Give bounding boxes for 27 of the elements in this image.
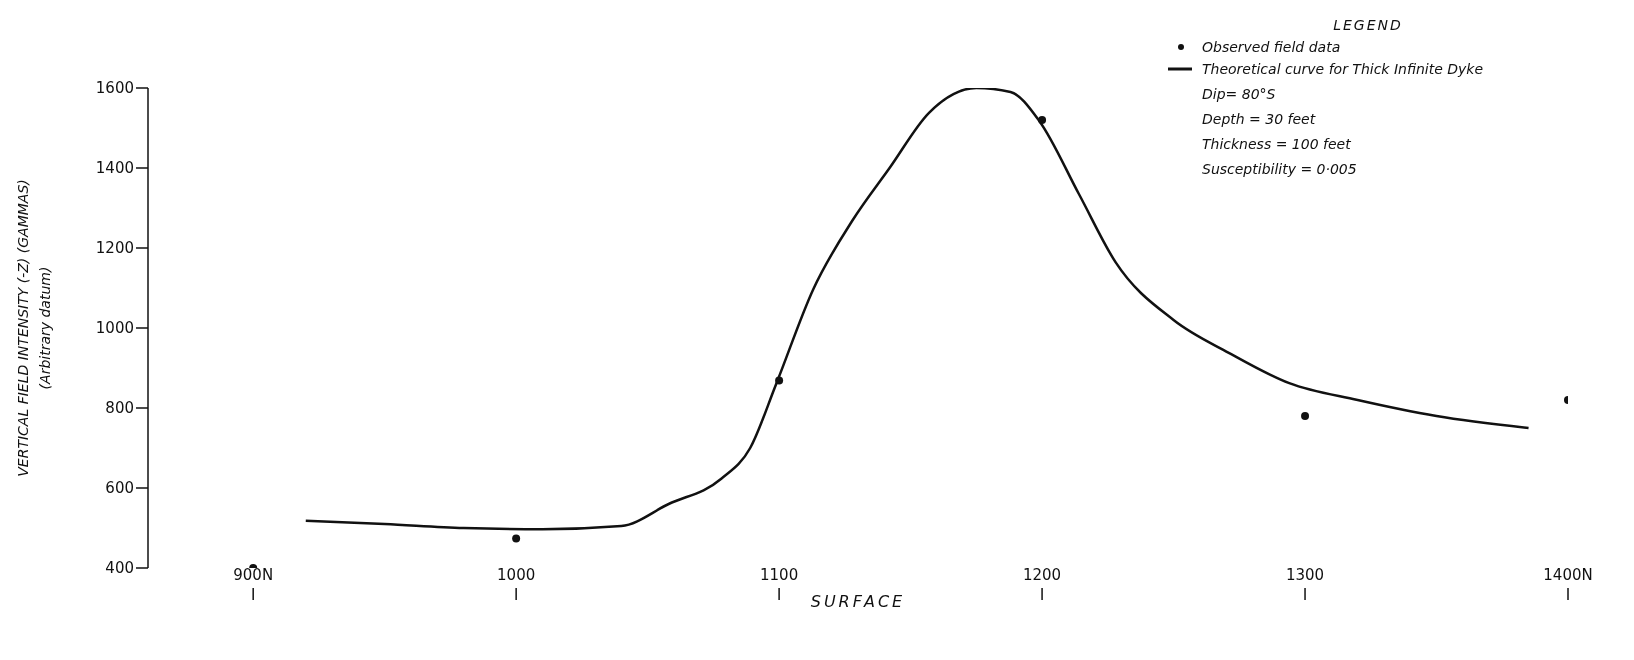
legend-label: Observed field data — [1202, 38, 1341, 57]
y-tick-label: 800 — [105, 399, 134, 418]
annotation: Thickness = 100 feet — [1202, 135, 1352, 154]
y-axis-title: VERTICAL FIELD INTENSITY (-Z) (GAMMAS) (Arbitrary datum) — [15, 179, 53, 477]
y-tick-label: 1200 — [95, 239, 134, 258]
point — [1038, 116, 1047, 124]
point — [775, 376, 784, 385]
x-tick-label: 1300 — [1285, 566, 1325, 584]
annotation: Depth = 30 feet — [1202, 110, 1317, 129]
x-tick-label: 1200 — [1022, 566, 1062, 584]
legend-title: LEGEND — [1332, 16, 1404, 35]
y-tick-label: 600 — [105, 479, 134, 498]
x-tick-label: 900N — [233, 566, 274, 584]
y-tick-label: 400 — [105, 559, 134, 578]
x-axis-title: SURFACE — [810, 592, 906, 612]
x-tick-label: 1000 — [497, 566, 536, 584]
point — [512, 534, 521, 543]
x-tick-label: 1400N — [1543, 566, 1593, 584]
y-tick-label: 1400 — [95, 159, 134, 178]
line-series — [304, 88, 1530, 531]
x-tick-label: 1100 — [760, 566, 799, 584]
point — [1301, 412, 1310, 420]
y-tick-label: 1000 — [95, 319, 134, 338]
annotation: Susceptibility = 0·005 — [1202, 160, 1358, 179]
y-tick-label: 1600 — [95, 79, 134, 98]
annotation: Dip= 80°S — [1202, 85, 1277, 104]
legend-label: Theoretical curve for Thick Infinite Dyke — [1202, 60, 1484, 79]
